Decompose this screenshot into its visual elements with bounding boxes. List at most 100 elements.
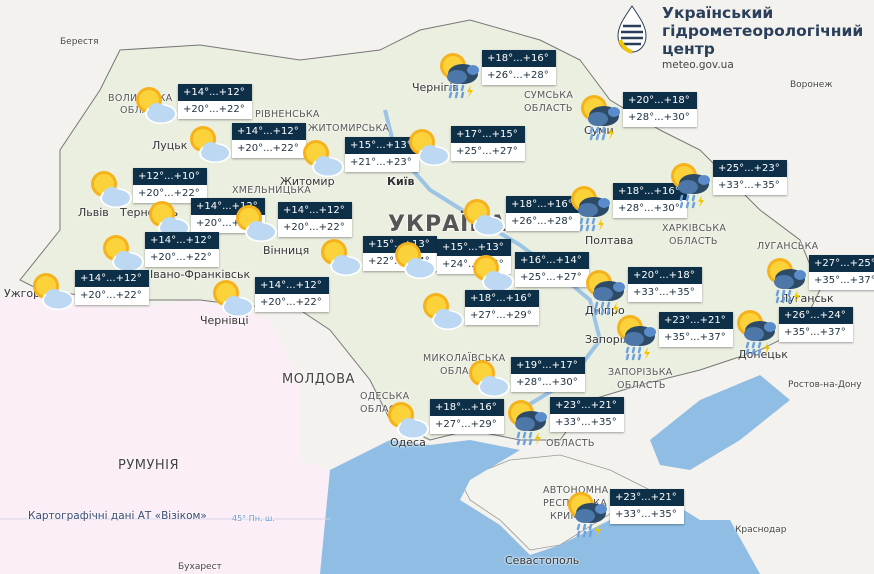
forecast-marker-kherson[interactable]: +23°...+21° +33°...+35°	[505, 397, 625, 447]
partly-cloudy-icon	[91, 171, 132, 208]
night-temperature: +27°...+25°	[809, 255, 874, 272]
map-label-kharkiv_reg1: ХАРКІВСЬКА	[662, 223, 727, 234]
map-label-luhansk: Луганськ	[780, 292, 834, 305]
thunderstorm-icon	[571, 186, 610, 232]
forecast-marker-volyn[interactable]: +14°...+12° +20°...+22°	[133, 84, 253, 134]
map-label-voronezh: Воронеж	[790, 80, 833, 90]
night-temperature: +19°...+17°	[511, 357, 585, 374]
forecast-marker-kharkiv[interactable]: +25°...+23° +33°...+35°	[668, 160, 788, 210]
forecast-marker-donetsk[interactable]: +26°...+24° +35°...+37°	[734, 307, 854, 357]
storm-cloud-icon	[593, 281, 625, 301]
cloud-icon	[330, 255, 362, 276]
temperature-box: +23°...+21° +33°...+35°	[610, 489, 684, 524]
temperature-box: +27°...+25° +35°...+37°	[809, 255, 874, 290]
site-url[interactable]: meteo.gov.ua	[662, 59, 734, 71]
map-label-poltava: Полтава	[585, 234, 634, 247]
night-temperature: +14°...+12°	[145, 232, 219, 249]
forecast-marker-chernivtsi[interactable]: +14°...+12° +20°...+22°	[210, 277, 330, 327]
forecast-marker-chernihiv[interactable]: +18°...+16° +26°...+28°	[437, 50, 557, 100]
partly-cloudy-icon	[473, 255, 514, 292]
night-temperature: +14°...+12°	[278, 202, 352, 219]
forecast-marker-lviv[interactable]: +12°...+10° +20°...+22°	[88, 168, 208, 218]
map-label-sumy_reg2: ОБЛАСТЬ	[524, 103, 573, 114]
rain-icon	[448, 84, 465, 99]
thunderstorm-icon	[586, 270, 625, 316]
forecast-marker-zaporizhzhia[interactable]: +23°...+21° +35°...+37°	[614, 312, 734, 362]
temperature-box: +14°...+12° +20°...+22°	[145, 232, 219, 267]
forecast-marker-kyiv[interactable]: +17°...+15° +25°...+27°	[406, 126, 526, 176]
forecast-marker-kirovohrad[interactable]: +16°...+14° +25°...+27°	[470, 252, 590, 302]
day-temperature: +35°...+37°	[779, 324, 853, 342]
forecast-marker-odesa[interactable]: +18°...+16° +27°...+29°	[385, 399, 505, 449]
ukrhydromet-logo[interactable]: Український гідрометеорологічний центр m…	[614, 4, 863, 71]
lightning-icon	[595, 524, 601, 537]
night-temperature: +20°...+18°	[628, 267, 702, 284]
partly-cloudy-icon	[388, 402, 429, 439]
map-label-sumy_reg1: СУМСЬКА	[524, 90, 574, 101]
forecast-marker-poltava[interactable]: +18°...+16° +28°...+30°	[568, 183, 688, 233]
map-label-rostov: Ростов-на-Дону	[788, 380, 862, 390]
forecast-marker-mykolaiv[interactable]: +19°...+17° +28°...+30°	[466, 357, 586, 407]
cloud-icon	[42, 289, 74, 310]
thunderstorm-icon	[568, 492, 607, 538]
temperature-box: +17°...+15° +25°...+27°	[451, 126, 525, 161]
map-label-crimea1: АВТОНОМНА	[543, 485, 609, 496]
org-name-line-1: Український	[662, 4, 774, 22]
cloud-icon	[100, 187, 132, 208]
night-temperature: +23°...+21°	[550, 397, 624, 414]
night-temperature: +23°...+21°	[610, 489, 684, 506]
temperature-box: +23°...+21° +35°...+37°	[659, 312, 733, 347]
temperature-box: +15°...+13° +21°...+23°	[345, 137, 419, 172]
day-temperature: +20°...+22°	[255, 294, 329, 312]
thunderstorm-icon	[440, 53, 479, 99]
map-label-chernihiv: Чернігів	[412, 81, 459, 94]
forecast-marker-ivano-frankivsk[interactable]: +14°...+12° +20°...+22°	[100, 232, 220, 282]
forecast-marker-luhansk[interactable]: +27°...+25° +35°...+37°	[764, 255, 874, 305]
cloud-icon	[418, 145, 450, 166]
map-label-kherson_reg: ОБЛАСТЬ	[546, 438, 595, 449]
forecast-marker-kropyvnytskyi[interactable]: +18°...+16° +27°...+29°	[420, 290, 540, 340]
thunderstorm-icon	[508, 400, 547, 446]
day-temperature: +27°...+29°	[465, 307, 539, 325]
map-label-ivano: Івано-Франківськ	[150, 268, 251, 281]
map-label-zap_reg2: ОБЛАСТЬ	[617, 380, 666, 391]
lightning-icon	[535, 432, 541, 445]
map-label-chernivtsi: Чернівці	[200, 314, 249, 327]
partly-cloudy-icon	[321, 239, 362, 276]
cloud-icon	[432, 309, 464, 330]
lightning-icon	[613, 302, 619, 315]
map-credit: Картографічні дані АТ «Візіком»	[28, 510, 207, 522]
forecast-marker-dnipro[interactable]: +20°...+18° +33°...+35°	[583, 267, 703, 317]
temperature-box: +18°...+16° +27°...+29°	[465, 290, 539, 325]
cloud-icon	[245, 221, 277, 242]
forecast-marker-sumy[interactable]: +20°...+18° +28°...+30°	[578, 92, 698, 142]
map-label-zhyt_reg: ЖИТОМИРСЬКА	[308, 123, 390, 134]
rain-icon	[594, 301, 611, 316]
rain-icon	[589, 126, 606, 141]
forecast-marker-cherkasy[interactable]: +18°...+16° +26°...+28°	[461, 196, 581, 246]
night-temperature: +14°...+12°	[232, 123, 306, 140]
temperature-box: +20°...+18° +33°...+35°	[628, 267, 702, 302]
forecast-marker-zakarpattia[interactable]: +14°...+12° +20°...+22°	[30, 270, 150, 320]
day-temperature: +20°...+22°	[232, 140, 306, 158]
map-label-donetsk: Донецьк	[738, 348, 788, 361]
day-temperature: +33°...+35°	[610, 506, 684, 524]
thunderstorm-icon	[617, 315, 656, 361]
black-sea	[320, 440, 760, 574]
map-label-berestia: Берестя	[60, 37, 99, 47]
map-label-luhansk_reg: ЛУГАНСЬКА	[757, 241, 819, 252]
temperature-box: +14°...+12° +20°...+22°	[255, 277, 329, 312]
partly-cloudy-icon	[464, 199, 505, 236]
partly-cloudy-icon	[103, 235, 144, 272]
forecast-marker-zhytomyr[interactable]: +15°...+13° +21°...+23°	[300, 137, 420, 187]
forecast-marker-khmelnytskyi[interactable]: +14°...+12° +20°...+22°	[233, 202, 353, 252]
day-temperature: +35°...+37°	[659, 329, 733, 347]
night-temperature: +26°...+24°	[779, 307, 853, 324]
rain-icon	[576, 523, 593, 538]
forecast-marker-crimea[interactable]: +23°...+21° +33°...+35°	[565, 489, 685, 539]
forecast-marker-rivne[interactable]: +14°...+12° +20°...+22°	[187, 123, 307, 173]
lightning-icon	[764, 342, 770, 355]
night-temperature: +12°...+10°	[133, 168, 207, 185]
partly-cloudy-icon	[469, 360, 510, 397]
